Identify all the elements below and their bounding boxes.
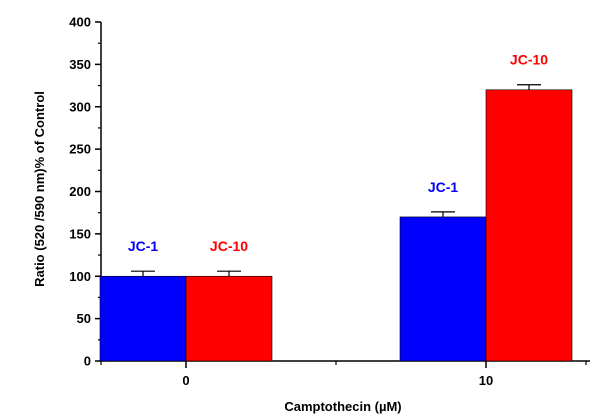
x-axis: 0 10 <box>100 360 590 388</box>
y-tick-label: 400 <box>69 15 91 30</box>
y-axis-label: Ratio (520 /590 nm)% of Control <box>32 91 47 287</box>
y-tick-label: 200 <box>69 184 91 199</box>
y-tick-label: 300 <box>69 99 91 114</box>
bar <box>99 275 187 362</box>
bar <box>185 275 273 362</box>
x-axis-label: Camptothecin (µM) <box>284 399 401 414</box>
bar-series-label: JC-1 <box>428 179 459 195</box>
y-tick-label: 100 <box>69 269 91 284</box>
bars: JC-1 JC-10 JC-1 JC-10 <box>99 52 573 362</box>
bar-series-label: JC-1 <box>128 238 159 254</box>
bar-series-label: JC-10 <box>210 238 248 254</box>
y-axis: 0 50 100 150 200 250 300 350 400 <box>69 15 102 369</box>
x-tick-label: 10 <box>479 373 493 388</box>
bar-series-label: JC-10 <box>510 52 548 68</box>
bar <box>399 216 487 362</box>
bar <box>485 89 573 362</box>
y-tick-label: 250 <box>69 142 91 157</box>
y-tick-label: 0 <box>84 354 91 369</box>
y-tick-label: 150 <box>69 226 91 241</box>
y-tick-label: 350 <box>69 57 91 72</box>
x-tick-label: 0 <box>182 373 189 388</box>
y-tick-label: 50 <box>77 311 91 326</box>
